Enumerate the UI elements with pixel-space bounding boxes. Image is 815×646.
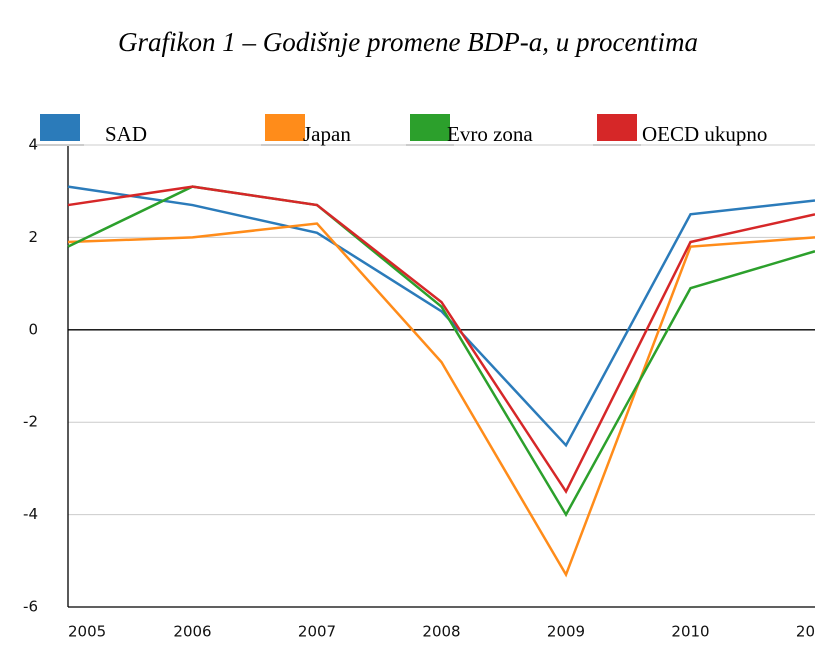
y-tick-label: -2 (23, 413, 38, 431)
series-line (67, 185, 815, 495)
chart-title: Grafikon 1 – Godišnje promene BDP-a, u p… (118, 27, 698, 57)
x-tick-label: 2008 (422, 623, 460, 641)
legend-label: Japan (303, 122, 351, 146)
x-tick-label: 2010 (671, 623, 709, 641)
x-tick-label: 2009 (547, 623, 585, 641)
y-tick-label: -4 (23, 505, 38, 523)
legend-swatch (265, 114, 305, 141)
x-tick-label: 2006 (173, 623, 211, 641)
legend-label: Evro zona (447, 122, 533, 146)
legend-swatch (410, 114, 450, 141)
legend-swatch (597, 114, 637, 141)
legend-label: SAD (105, 122, 147, 146)
series-line (67, 185, 815, 448)
x-tick-label: 2005 (68, 623, 106, 641)
legend-swatch (40, 114, 80, 141)
y-tick-label: 0 (28, 320, 38, 338)
x-tick-label: 2007 (298, 623, 336, 641)
series-line (67, 222, 815, 578)
y-tick-label: -6 (23, 598, 38, 616)
y-tick-label: 4 (28, 136, 38, 154)
y-tick-label: 2 (28, 228, 38, 246)
series-line (67, 185, 815, 518)
legend-label: OECD ukupno (642, 122, 767, 146)
x-tick-label: 2011 (796, 623, 815, 641)
